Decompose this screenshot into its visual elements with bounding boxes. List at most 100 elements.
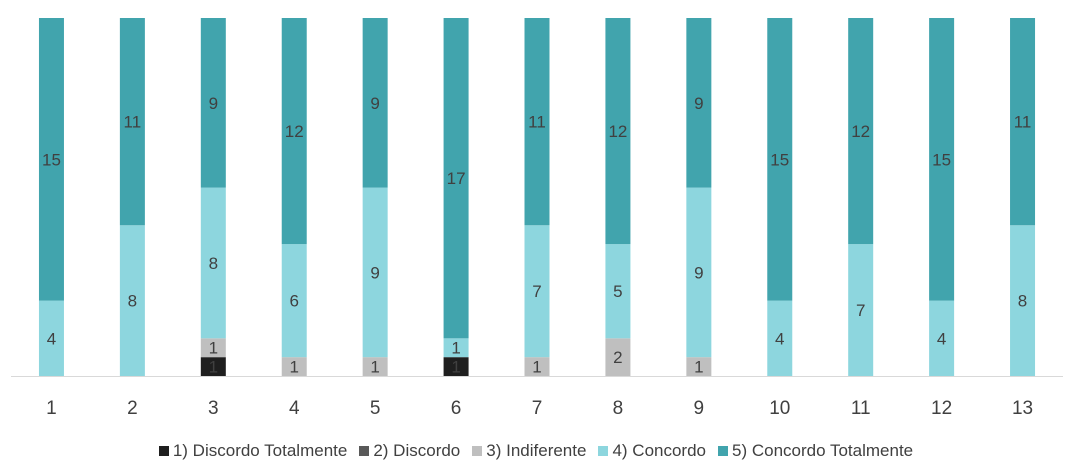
x-tick-label-7: 7 xyxy=(532,398,543,419)
bar-segment-cat7-series5 xyxy=(524,18,550,226)
data-label-cat11-series4: 7 xyxy=(856,301,865,320)
data-label-cat5-series5: 9 xyxy=(370,94,379,113)
bar-segment-cat6-series5 xyxy=(443,18,469,339)
data-label-cat6-series4: 1 xyxy=(451,339,460,358)
data-label-cat5-series3: 1 xyxy=(370,358,379,377)
legend-item-4: 4) Concordo xyxy=(598,441,706,461)
data-label-cat9-series5: 9 xyxy=(694,94,703,113)
x-tick-label-9: 9 xyxy=(694,398,705,419)
bar-segment-cat5-series4 xyxy=(362,187,388,358)
bar-segment-cat10-series4 xyxy=(767,300,793,376)
data-labels-layer: 4158111189161219911171711251219941571241… xyxy=(42,94,1031,377)
data-label-cat3-series3: 1 xyxy=(209,339,218,358)
bar-segment-cat13-series4 xyxy=(1010,225,1036,376)
bar-segment-cat6-series4 xyxy=(443,338,469,358)
x-tick-label-8: 8 xyxy=(613,398,624,419)
bar-segment-cat12-series5 xyxy=(929,18,955,301)
x-tick-label-12: 12 xyxy=(931,398,952,419)
legend-item-3: 3) Indiferente xyxy=(472,441,586,461)
data-label-cat3-series5: 9 xyxy=(209,94,218,113)
data-label-cat3-series4: 8 xyxy=(209,254,218,273)
bar-segment-cat7-series3 xyxy=(524,357,550,376)
bar-segment-cat2-series4 xyxy=(119,225,145,376)
bar-segment-cat13-series5 xyxy=(1010,18,1036,226)
legend-item-1: 1) Discordo Totalmente xyxy=(158,441,348,461)
legend-swatch xyxy=(718,446,729,456)
bar-segment-cat3-series4 xyxy=(200,187,226,339)
legend-label: 2) Discordo xyxy=(373,441,461,460)
bar-segment-cat9-series5 xyxy=(686,18,712,188)
x-tick-label-6: 6 xyxy=(451,398,462,419)
bar-segment-cat4-series5 xyxy=(281,18,307,245)
data-label-cat3-series1: 1 xyxy=(209,358,218,377)
legend-swatch xyxy=(598,446,609,456)
bar-segment-cat11-series4 xyxy=(848,244,874,376)
stacked-bar-chart: 4158111189161219911171711251219941571241… xyxy=(11,18,1063,419)
bar-segment-cat4-series4 xyxy=(281,244,307,358)
bar-segment-cat9-series4 xyxy=(686,187,712,358)
legend-label: 4) Concordo xyxy=(612,441,707,460)
legend-label: 1) Discordo Totalmente xyxy=(172,441,348,460)
x-tick-labels-layer: 1 2 3 4 5 6 7 8 9 10 11 12 13 xyxy=(46,398,1033,419)
legend: 1) Discordo Totalmente 2) Discordo 3) Indi… xyxy=(0,441,1072,461)
data-label-cat6-series5: 17 xyxy=(447,169,466,188)
bar-segment-cat8-series3 xyxy=(605,338,631,376)
bar-segment-cat4-series3 xyxy=(281,357,307,376)
data-label-cat1-series4: 4 xyxy=(47,329,56,348)
bar-segment-cat1-series4 xyxy=(38,300,64,376)
bar-segment-cat3-series5 xyxy=(200,18,226,188)
legend-item-5: 5) Concordo Totalmente xyxy=(718,441,913,461)
bar-segment-cat10-series5 xyxy=(767,18,793,301)
data-label-cat4-series4: 6 xyxy=(289,292,298,311)
x-tick-label-3: 3 xyxy=(208,398,219,419)
x-tick-label-2: 2 xyxy=(127,398,138,419)
data-label-cat11-series5: 12 xyxy=(851,122,870,141)
data-label-cat4-series5: 12 xyxy=(285,122,304,141)
data-label-cat8-series5: 12 xyxy=(608,122,627,141)
data-label-cat4-series3: 1 xyxy=(289,358,298,377)
legend-swatch xyxy=(472,446,483,456)
data-label-cat2-series4: 8 xyxy=(128,292,137,311)
legend-label: 5) Concordo Totalmente xyxy=(732,441,914,460)
data-label-cat8-series3: 2 xyxy=(613,348,622,367)
x-tick-label-4: 4 xyxy=(289,398,300,419)
data-label-cat9-series3: 1 xyxy=(694,358,703,377)
bar-segment-cat6-series1 xyxy=(443,357,469,376)
bar-segment-cat12-series4 xyxy=(929,300,955,376)
bar-segment-cat11-series5 xyxy=(848,18,874,245)
legend-swatch xyxy=(158,446,169,456)
x-tick-label-11: 11 xyxy=(851,398,871,419)
legend-label: 3) Indiferente xyxy=(486,441,587,460)
bars-layer xyxy=(38,18,1036,376)
bar-segment-cat7-series4 xyxy=(524,225,550,358)
x-tick-label-1: 1 xyxy=(46,398,57,419)
data-label-cat10-series5: 15 xyxy=(770,150,789,169)
x-tick-label-10: 10 xyxy=(769,398,790,419)
data-label-cat1-series5: 15 xyxy=(42,150,61,169)
bar-segment-cat2-series5 xyxy=(119,18,145,226)
x-tick-label-13: 13 xyxy=(1012,398,1033,419)
legend-item-2: 2) Discordo xyxy=(359,441,460,461)
data-label-cat5-series4: 9 xyxy=(370,263,379,282)
data-label-cat2-series5: 11 xyxy=(124,113,142,132)
data-label-cat13-series5: 11 xyxy=(1014,113,1032,132)
bar-segment-cat5-series3 xyxy=(362,357,388,376)
bar-segment-cat3-series1 xyxy=(200,357,226,376)
data-label-cat7-series5: 11 xyxy=(528,113,546,132)
data-label-cat13-series4: 8 xyxy=(1018,292,1027,311)
bar-segment-cat1-series5 xyxy=(38,18,64,301)
data-label-cat12-series5: 15 xyxy=(932,150,951,169)
data-label-cat9-series4: 9 xyxy=(694,263,703,282)
legend-swatch xyxy=(359,446,370,456)
data-label-cat7-series3: 1 xyxy=(532,358,541,377)
bar-segment-cat8-series4 xyxy=(605,244,631,339)
data-label-cat6-series1: 1 xyxy=(451,358,460,377)
data-label-cat7-series4: 7 xyxy=(532,282,541,301)
bar-segment-cat9-series3 xyxy=(686,357,712,376)
x-tick-label-5: 5 xyxy=(370,398,381,419)
bar-segment-cat5-series5 xyxy=(362,18,388,188)
data-label-cat10-series4: 4 xyxy=(775,329,784,348)
bar-segment-cat3-series3 xyxy=(200,338,226,358)
bar-segment-cat8-series5 xyxy=(605,18,631,245)
